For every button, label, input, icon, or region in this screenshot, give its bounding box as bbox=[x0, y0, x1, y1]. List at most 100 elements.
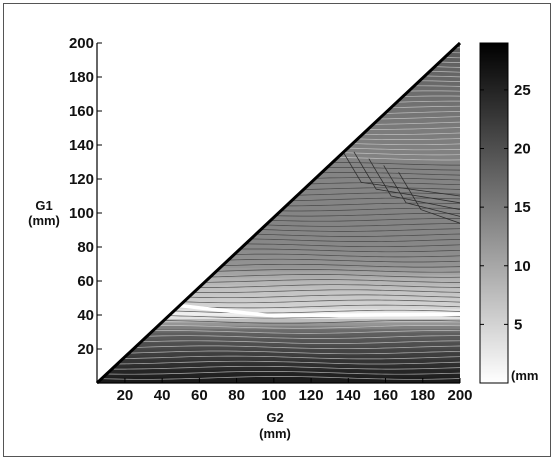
y-axis-unit: (mm) bbox=[28, 213, 60, 228]
contour-band bbox=[97, 60, 460, 64]
colorbar-tick-label: 15 bbox=[514, 199, 531, 216]
colorbar-tick-label: 20 bbox=[514, 141, 531, 158]
contour-band bbox=[97, 277, 460, 282]
contour-band bbox=[97, 328, 460, 333]
contour-band bbox=[97, 379, 460, 383]
colorbar-tick-label: 25 bbox=[514, 82, 531, 99]
contour-line bbox=[353, 151, 460, 204]
contour-band bbox=[97, 338, 460, 343]
contour-line bbox=[97, 59, 460, 64]
contour-band bbox=[97, 219, 460, 224]
contour-band bbox=[97, 362, 460, 367]
contour-band bbox=[97, 301, 460, 306]
y-tick-label: 20 bbox=[77, 341, 94, 358]
contour-band bbox=[97, 226, 460, 231]
contour-band bbox=[97, 53, 460, 58]
y-tick-label: 140 bbox=[69, 137, 94, 154]
contour-band bbox=[97, 318, 460, 323]
contour-band bbox=[97, 49, 460, 54]
y-axis-ticks: 20 40 60 80 100 120 140 160 180 200 bbox=[69, 35, 102, 358]
y-tick-label: 180 bbox=[69, 69, 94, 86]
y-tick-label: 60 bbox=[77, 273, 94, 290]
x-tick-label: 140 bbox=[336, 387, 361, 404]
contour-line bbox=[97, 345, 460, 350]
x-tick-label: 60 bbox=[191, 387, 208, 404]
x-tick-label: 80 bbox=[228, 387, 245, 404]
colorbar-unit-label: (mm bbox=[511, 368, 538, 383]
y-tick-label: 80 bbox=[77, 239, 94, 256]
y-tick-label: 40 bbox=[77, 307, 94, 324]
contour-band bbox=[97, 216, 460, 221]
contour-band bbox=[97, 46, 460, 51]
x-tick-label: 40 bbox=[154, 387, 171, 404]
contour-band bbox=[97, 311, 460, 316]
contour-band bbox=[97, 284, 460, 289]
y-tick-label: 100 bbox=[69, 205, 94, 222]
contour-band bbox=[97, 66, 460, 71]
contour-band bbox=[97, 359, 460, 364]
x-tick-label: 120 bbox=[299, 387, 324, 404]
contour-band bbox=[97, 70, 460, 75]
domain-diagonal-edge bbox=[95, 41, 462, 385]
contour-line bbox=[97, 85, 460, 89]
contour-band bbox=[97, 270, 460, 275]
contour-line bbox=[97, 54, 460, 59]
contour-band bbox=[97, 291, 460, 296]
contour-band bbox=[97, 233, 460, 238]
contour-band bbox=[97, 73, 460, 78]
contour-line bbox=[97, 376, 460, 380]
contour-band bbox=[97, 243, 460, 248]
contour-band bbox=[97, 325, 460, 330]
contour-line bbox=[97, 44, 460, 49]
contour-band bbox=[97, 281, 460, 285]
x-axis-label: G2 bbox=[266, 410, 283, 425]
y-tick-label: 120 bbox=[69, 171, 94, 188]
contour-band bbox=[97, 83, 460, 88]
contour-band bbox=[97, 151, 460, 156]
x-axis-ticks: 20 40 60 80 100 120 140 160 180 200 bbox=[117, 378, 473, 404]
x-tick-label: 180 bbox=[410, 387, 435, 404]
contour-band bbox=[97, 321, 460, 326]
contour-line bbox=[97, 49, 460, 54]
contour-band bbox=[97, 366, 460, 370]
contour-line bbox=[97, 75, 460, 79]
contour-band bbox=[97, 80, 460, 85]
contour-line bbox=[97, 80, 460, 84]
contour-band bbox=[97, 355, 460, 360]
contour-band bbox=[97, 287, 460, 292]
contour-band bbox=[97, 236, 460, 241]
x-axis-unit: (mm) bbox=[259, 426, 291, 441]
contour-band bbox=[97, 250, 460, 255]
contour-band bbox=[97, 264, 460, 268]
contour-line bbox=[398, 171, 460, 224]
contour-band bbox=[97, 77, 460, 81]
contour-band bbox=[97, 240, 460, 245]
contour-line bbox=[97, 65, 460, 69]
y-axis-label: G1 bbox=[35, 198, 52, 213]
contour-band bbox=[97, 43, 460, 47]
contour-line bbox=[368, 158, 460, 210]
contour-band bbox=[97, 168, 460, 173]
contour-line bbox=[97, 371, 460, 375]
contour-band bbox=[97, 308, 460, 313]
contour-line bbox=[97, 340, 460, 344]
contour-band bbox=[97, 349, 460, 353]
contour-line bbox=[97, 350, 460, 355]
colorbar-tick-label: 5 bbox=[514, 316, 522, 333]
contour-line bbox=[383, 165, 460, 217]
colorbar-gradient bbox=[479, 42, 509, 384]
contour-band bbox=[97, 230, 460, 234]
contour-line bbox=[97, 335, 460, 339]
contour-band bbox=[97, 342, 460, 347]
colorbar-ticks: 5 10 15 20 25 bbox=[480, 82, 531, 333]
contour-band bbox=[97, 298, 460, 302]
x-tick-label: 100 bbox=[261, 387, 286, 404]
contour-band bbox=[97, 332, 460, 336]
contour-band bbox=[97, 63, 460, 68]
contour-band bbox=[97, 260, 460, 265]
y-tick-label: 160 bbox=[69, 103, 94, 120]
contour-line bbox=[338, 144, 460, 197]
contour-line bbox=[97, 70, 460, 74]
contour-band bbox=[97, 274, 460, 279]
